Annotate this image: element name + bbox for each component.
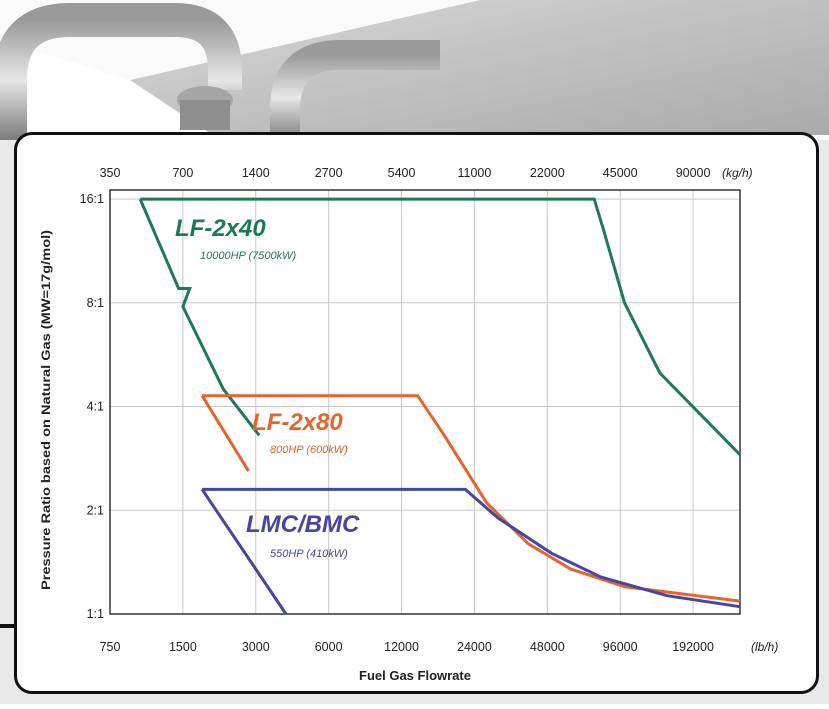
series-label-lmcbmc: LMC/BMC — [246, 511, 360, 538]
plot-frame — [109, 189, 741, 615]
x-top-tick-label: 700 — [172, 166, 193, 180]
series-rating-lmcbmc: 550HP (410kW) — [270, 548, 348, 560]
series-label-lf2x80: LF-2x80 — [252, 409, 343, 436]
top-axis-unit: (kg/h) — [722, 166, 753, 180]
x-tick-label: 12000 — [384, 640, 419, 654]
series-line-lmcbmc — [202, 487, 741, 609]
y-tick-label: 16:1 — [80, 192, 104, 206]
series-line-lf2x80 — [200, 394, 250, 472]
x-tick-label: 6000 — [315, 640, 343, 654]
series-line-lmcbmc — [200, 488, 288, 615]
y-tick-label: 1:1 — [87, 607, 104, 621]
x-tick-label: 3000 — [242, 640, 270, 654]
x-top-tick-label: 5400 — [388, 166, 416, 180]
y-tick-label: 4:1 — [87, 400, 104, 414]
tick-labels: 750 350 1500 700 3000 1400 6000 2700 12000 5400 24… — [80, 166, 714, 654]
x-tick-label: 1500 — [169, 640, 197, 654]
y-tick-label: 8:1 — [87, 296, 104, 310]
x-top-tick-label: 45000 — [603, 166, 638, 180]
x-top-tick-label: 90000 — [676, 166, 711, 180]
x-top-tick-label: 1400 — [242, 166, 270, 180]
x-tick-label: 48000 — [530, 640, 565, 654]
bottom-axis-unit: (lb/h) — [751, 640, 778, 654]
x-tick-label: 96000 — [603, 640, 638, 654]
series-rating-lf2x80: 800HP (600kW) — [270, 444, 348, 456]
chart-panel — [14, 132, 819, 694]
series-layer — [138, 197, 742, 615]
y-tick-label: 2:1 — [87, 503, 104, 517]
x-tick-label: 750 — [100, 640, 121, 654]
y-axis-label: Pressure Ratio based on Natural Gas (MW=… — [41, 230, 53, 590]
x-axis-label: Fuel Gas Flowrate — [359, 668, 471, 683]
x-top-tick-label: 2700 — [315, 166, 343, 180]
x-tick-label: 24000 — [457, 640, 492, 654]
series-label-lf2x40: LF-2x40 — [175, 215, 266, 242]
plot-area-border — [109, 189, 741, 615]
series-line-lf2x40 — [140, 197, 742, 456]
x-top-tick-label: 350 — [100, 166, 121, 180]
x-top-tick-label: 11000 — [457, 166, 491, 180]
x-top-tick-label: 22000 — [530, 166, 565, 180]
series-rating-lf2x40: 10000HP (7500kW) — [200, 250, 297, 262]
x-tick-label: 192000 — [672, 640, 714, 654]
